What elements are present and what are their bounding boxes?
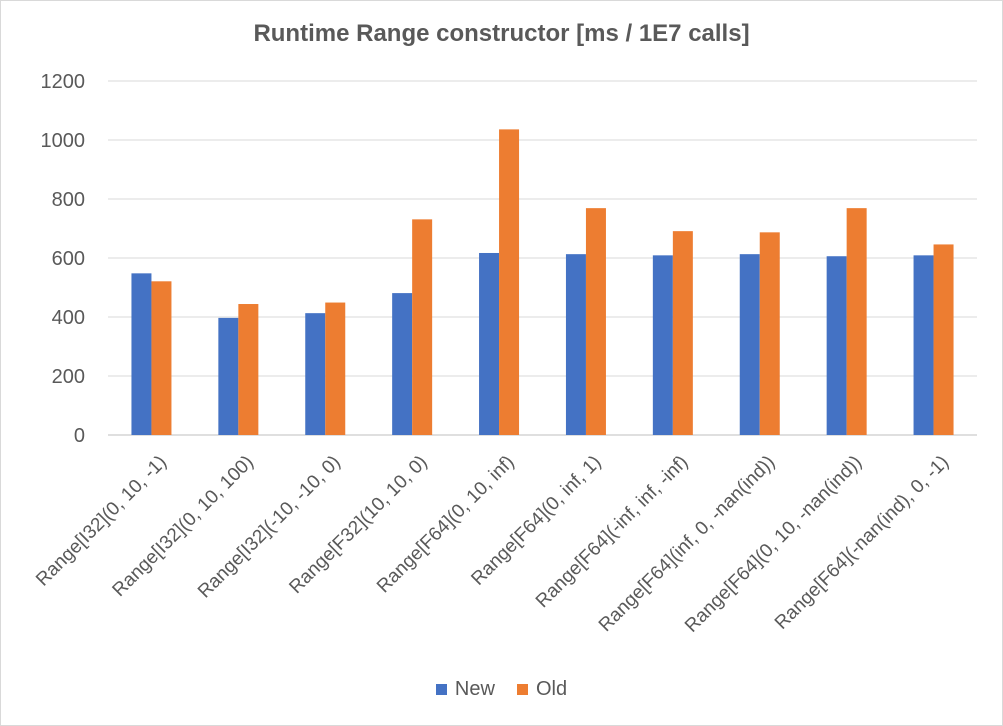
- bar-old: [759, 232, 780, 435]
- y-tick-label: 0: [74, 425, 85, 447]
- y-tick-label: 200: [52, 366, 85, 388]
- y-tick-label: 1200: [41, 71, 86, 93]
- y-tick-label: 400: [52, 307, 85, 329]
- bar-old: [585, 208, 606, 435]
- x-tick-label: Range[F64](inf, 0, -nan(ind)): [595, 452, 779, 636]
- bar-old: [846, 208, 867, 435]
- x-tick-label: Range[I32](-10, -10, 0): [194, 452, 345, 603]
- legend-swatch-new: [435, 684, 447, 695]
- bar-new: [913, 255, 934, 435]
- legend-label-old: Old: [535, 678, 568, 700]
- bar-new: [305, 313, 326, 435]
- bar-old: [325, 302, 346, 435]
- bar-old: [412, 219, 433, 435]
- bar-old: [151, 281, 172, 435]
- bar-new: [565, 254, 586, 435]
- legend-item-new: New: [435, 678, 495, 701]
- x-tick-label: Range[I32](0, 10, 100): [109, 452, 258, 601]
- x-tick-label: Range[F64](0, 10, -nan(ind)): [681, 452, 866, 637]
- x-tick-label: Range[F64](-inf, inf, -inf): [532, 452, 692, 612]
- bar-new: [218, 317, 239, 435]
- legend: New Old: [0, 678, 1003, 701]
- y-tick-label: 1000: [41, 130, 86, 152]
- bar-new: [739, 254, 760, 435]
- bar-old: [238, 304, 259, 435]
- legend-item-old: Old: [516, 678, 568, 701]
- legend-swatch-old: [516, 684, 528, 695]
- y-tick-label: 800: [52, 189, 85, 211]
- bar-new: [479, 252, 500, 435]
- bar-old: [672, 231, 693, 435]
- legend-label-new: New: [454, 678, 495, 700]
- bar-old: [933, 244, 954, 435]
- chart-title: Runtime Range constructor [ms / 1E7 call…: [253, 20, 750, 47]
- x-tick-label: Range[F64](-nan(ind), 0, -1): [771, 452, 953, 634]
- y-tick-label: 600: [52, 248, 85, 270]
- bar-new: [826, 256, 847, 435]
- bar-new: [392, 293, 413, 435]
- bar-new: [131, 273, 152, 435]
- bar-old: [499, 129, 520, 435]
- bar-new: [652, 255, 673, 435]
